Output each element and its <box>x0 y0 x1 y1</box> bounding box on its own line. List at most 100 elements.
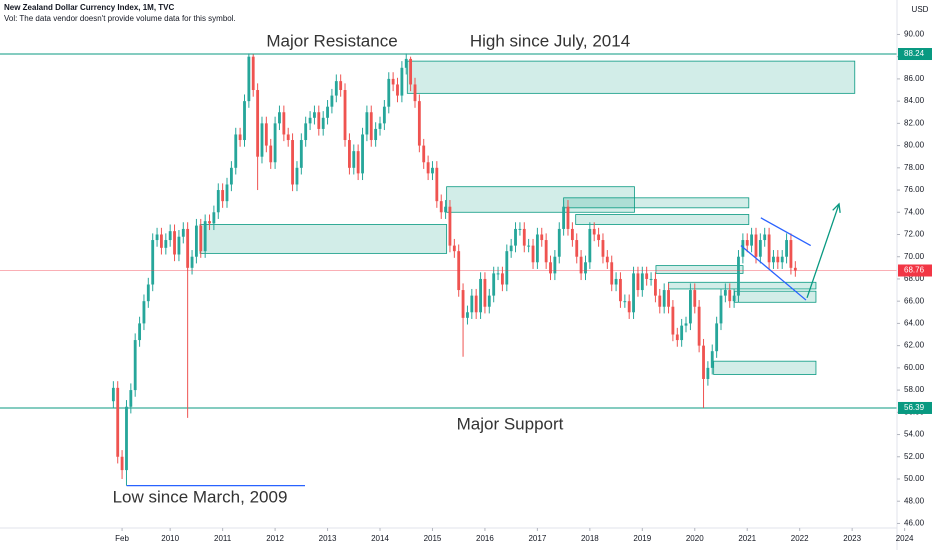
annotation: High since July, 2014 <box>470 31 630 50</box>
y-tick-label: 90.00 <box>904 30 925 39</box>
candle-body <box>627 301 631 313</box>
x-tick-label: 2017 <box>528 534 546 543</box>
level-price-label: 56.39 <box>904 403 925 412</box>
candle-body <box>689 290 692 324</box>
candle-body <box>304 123 308 141</box>
candle-body <box>584 262 587 274</box>
candle-body <box>269 145 273 163</box>
candle-body <box>758 240 762 257</box>
x-tick-label: 2019 <box>633 534 651 543</box>
x-tick-label: 2022 <box>791 534 809 543</box>
candle-body <box>702 345 705 379</box>
candle-body <box>597 234 601 241</box>
candle-body <box>553 256 557 274</box>
candle-body <box>168 231 172 241</box>
candle-body <box>247 56 251 102</box>
candle-body <box>623 301 627 303</box>
candle-body <box>330 95 334 107</box>
candle-body <box>238 134 242 141</box>
x-tick-label: 2020 <box>686 534 704 543</box>
annotation: Low since March, 2009 <box>113 487 288 506</box>
x-tick-label: 2015 <box>424 534 442 543</box>
candle-body <box>776 256 780 263</box>
candle-body <box>291 140 294 185</box>
candle-body <box>505 251 509 285</box>
candle-body <box>295 167 299 185</box>
plot-area: Major Resistance High since July, 2014 Maj… <box>0 31 897 506</box>
candle-body <box>500 273 504 285</box>
candle-body <box>273 123 277 163</box>
candle-body <box>190 256 194 268</box>
chart-title: New Zealand Dollar Currency Index, 1M, T… <box>4 3 174 12</box>
candle-body <box>706 367 710 379</box>
candle-body <box>540 234 544 241</box>
zone <box>563 197 750 209</box>
y-tick-label: 58.00 <box>904 385 925 394</box>
candle-body <box>116 387 120 457</box>
candle-body <box>588 228 592 263</box>
y-tick-label: 74.00 <box>904 207 925 216</box>
candle-body <box>667 290 670 307</box>
candle-body <box>199 225 203 252</box>
candle-body <box>745 240 749 246</box>
y-tick-label: 64.00 <box>904 319 925 328</box>
candle-body <box>605 256 609 263</box>
candle-body <box>164 240 168 248</box>
candle-body <box>334 81 338 96</box>
candle-body <box>396 84 399 96</box>
candle-body <box>317 112 321 129</box>
candle-body <box>326 106 329 118</box>
candle-body <box>212 212 216 224</box>
level-price-tag <box>898 48 932 61</box>
level-price-tag <box>898 401 932 414</box>
candle-body <box>697 306 701 346</box>
candle-body <box>470 295 474 313</box>
candle-body <box>387 78 391 107</box>
candle-body <box>522 228 526 246</box>
y-tick-label: 48.00 <box>904 496 925 505</box>
trend-line <box>806 203 840 299</box>
candle-body <box>173 231 176 255</box>
candle-body <box>435 167 439 202</box>
currency: USD <box>912 5 929 14</box>
candle-body <box>763 234 767 241</box>
candle-body <box>723 290 727 296</box>
candle-body <box>129 390 133 407</box>
candle-body <box>374 128 378 141</box>
candle-body <box>514 228 517 246</box>
candle-body <box>369 112 373 141</box>
candle-body <box>461 290 465 318</box>
candle-body <box>146 284 150 302</box>
candle-body <box>715 323 719 352</box>
candle-body <box>422 145 426 163</box>
annotation: Major Resistance <box>266 31 397 50</box>
candle-body <box>610 262 614 285</box>
zone <box>406 60 856 94</box>
y-tick-label: 78.00 <box>904 163 925 172</box>
candle-body <box>544 240 548 263</box>
y-tick-label: 84.00 <box>904 96 925 105</box>
candle-body <box>684 323 688 326</box>
candle-body <box>549 262 552 274</box>
candle-body <box>256 90 260 157</box>
candle-body <box>120 456 124 471</box>
candle-body <box>785 240 788 257</box>
candle-body <box>448 206 452 246</box>
candle-body <box>186 228 190 268</box>
candle-body <box>570 228 574 241</box>
candle-body <box>343 90 347 141</box>
zone <box>713 360 817 375</box>
candle-body <box>728 290 732 302</box>
candle-body <box>431 167 434 174</box>
candle-body <box>741 240 745 257</box>
last-price-tag <box>898 264 932 277</box>
zone <box>199 224 448 254</box>
candle-body <box>111 387 115 402</box>
y-tick-label: 52.00 <box>904 452 925 461</box>
candle-body <box>487 295 491 307</box>
candle-body <box>509 245 513 252</box>
candle-body <box>133 340 137 391</box>
y-tick-label: 86.00 <box>904 74 925 83</box>
y-tick-label: 80.00 <box>904 141 925 150</box>
zone <box>575 214 750 225</box>
